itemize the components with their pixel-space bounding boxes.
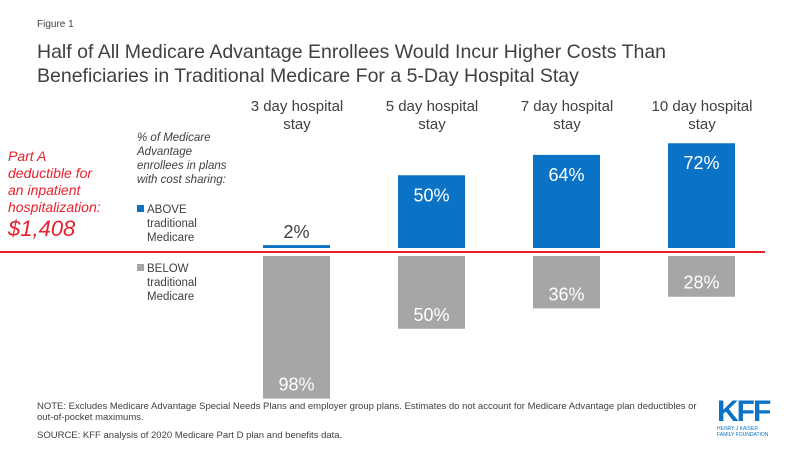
chart-title-line-1: Half of All Medicare Advantage Enrollees… <box>37 41 667 63</box>
legend-heading: % of Medicare Advantage enrollees in pla… <box>137 131 267 187</box>
bar-above <box>398 175 465 248</box>
data-label-below: 36% <box>548 284 584 304</box>
data-label-above: 72% <box>683 153 719 173</box>
data-label-below: 98% <box>278 375 314 395</box>
legend-item-above: ABOVE traditional Medicare <box>137 203 257 245</box>
legend-label: ABOVE <box>147 204 187 216</box>
figure-label: Figure 1 <box>37 19 74 30</box>
deductible-text: Part A <box>8 148 47 164</box>
bar-below <box>398 256 465 329</box>
legend-item-below: BELOW traditional Medicare <box>137 262 257 304</box>
category-label-line: stay <box>553 116 581 133</box>
category-label-line: stay <box>283 116 311 133</box>
legend-label: Medicare <box>147 232 195 244</box>
bar-below <box>263 256 330 399</box>
category-label-line: 3 day hospital <box>250 98 344 115</box>
data-label-above: 50% <box>413 185 449 205</box>
legend-heading-line: with cost sharing: <box>137 174 226 186</box>
logo-main: KFF <box>717 395 771 428</box>
bar-above <box>263 245 330 248</box>
category-label-line: 10 day hospital <box>651 98 753 115</box>
legend-label: traditional <box>147 277 197 289</box>
deductible-amount: $1,408 <box>8 216 76 241</box>
chart-title-line-2: Beneficiaries in Traditional Medicare Fo… <box>37 65 579 87</box>
deductible-annotation: Part A deductible for an inpatient hospi… <box>8 148 128 242</box>
kff-logo: KFF HENRY J KAISER FAMILY FOUNDATION <box>717 395 787 439</box>
note-text: NOTE: Excludes Medicare Advantage Specia… <box>37 401 697 423</box>
bar-below <box>533 256 600 309</box>
category-label-line: 5 day hospital <box>385 98 479 115</box>
legend-label: traditional <box>147 218 197 230</box>
legend-label: BELOW <box>147 263 189 275</box>
category-label-7-day: 7 day hospital stay <box>512 98 622 134</box>
category-label-10-day: 10 day hospital stay <box>647 98 757 134</box>
deductible-text: an inpatient <box>8 182 81 198</box>
bar-below <box>668 256 735 297</box>
data-label-below: 50% <box>413 305 449 325</box>
bar-above <box>533 154 600 248</box>
category-label-line: 7 day hospital <box>520 98 614 115</box>
source-text: SOURCE: KFF analysis of 2020 Medicare Pa… <box>37 430 343 441</box>
bar-above <box>668 143 735 248</box>
legend-swatch-above <box>137 205 144 212</box>
legend-heading-line: enrollees in plans <box>137 160 227 172</box>
logo-subtext: HENRY J KAISER <box>717 426 758 432</box>
data-label-above: 2% <box>283 222 309 242</box>
legend-label: Medicare <box>147 291 195 303</box>
chart-title: Half of All Medicare Advantage Enrollees… <box>37 40 797 88</box>
category-label-3-day: 3 day hospital stay <box>242 98 352 134</box>
legend-heading-line: % of Medicare <box>137 132 211 144</box>
category-label-line: stay <box>418 116 446 133</box>
data-label-above: 64% <box>548 165 584 185</box>
data-label-below: 28% <box>683 273 719 293</box>
deductible-text: deductible for <box>8 165 93 181</box>
legend-swatch-below <box>137 264 144 271</box>
category-label-5-day: 5 day hospital stay <box>377 98 487 134</box>
legend-heading-line: Advantage <box>137 146 192 158</box>
category-label-line: stay <box>688 116 716 133</box>
logo-subtext: FAMILY FOUNDATION <box>717 432 769 438</box>
deductible-text: hospitalization: <box>8 199 101 215</box>
